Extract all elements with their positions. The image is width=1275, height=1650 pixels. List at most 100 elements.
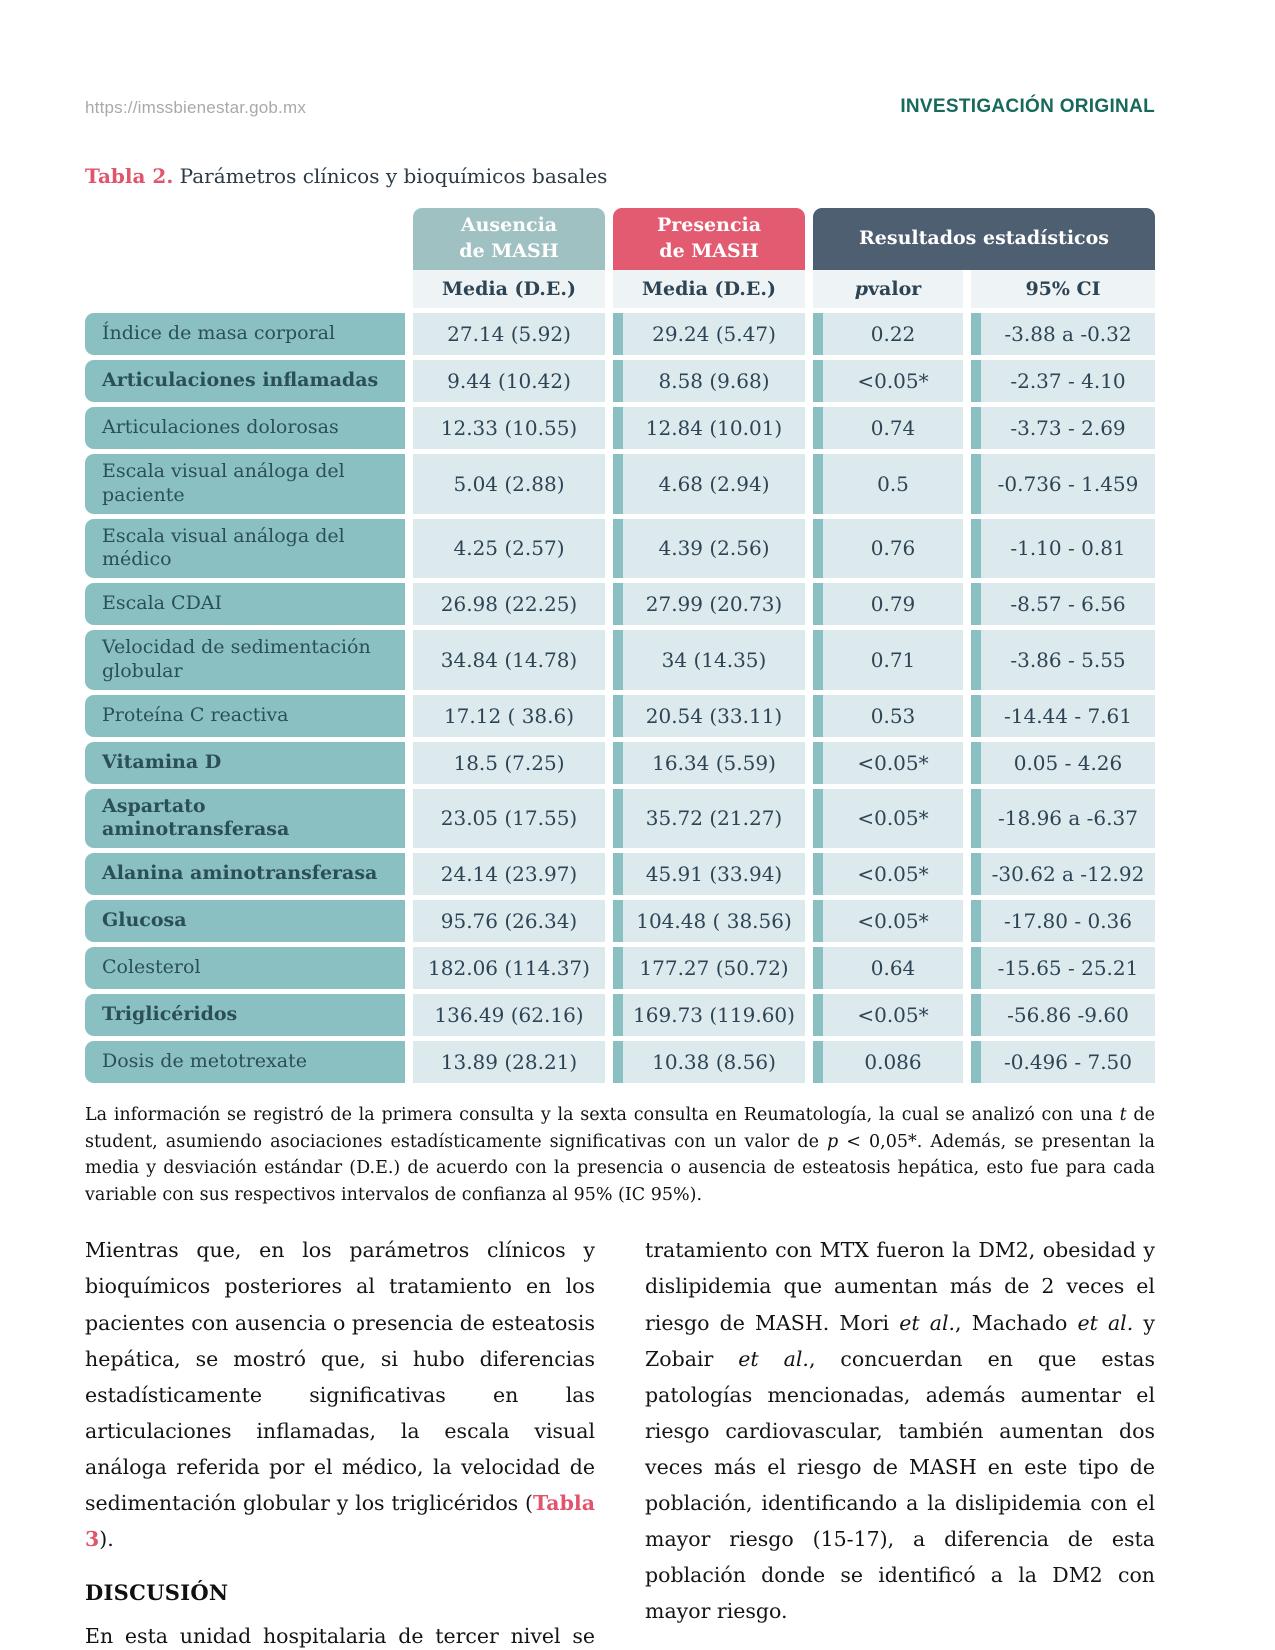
value-p: 0.22 bbox=[813, 313, 963, 355]
discussion-heading: DISCUSIÓN bbox=[85, 1580, 229, 1606]
value-ausencia: 24.14 (23.97) bbox=[413, 853, 605, 895]
value-presencia: 104.48 ( 38.56) bbox=[613, 900, 805, 942]
value-ci: -3.86 - 5.55 bbox=[971, 630, 1155, 690]
value-p: 0.5 bbox=[813, 454, 963, 514]
value-ausencia: 5.04 (2.88) bbox=[413, 454, 605, 514]
subheader-ci: 95% CI bbox=[971, 270, 1155, 308]
row-label: Articulaciones dolorosas bbox=[85, 407, 405, 449]
value-presencia: 16.34 (5.59) bbox=[613, 741, 805, 784]
left-paragraph-2: En esta unidad hospitalaria de tercer ni… bbox=[85, 1624, 595, 1649]
value-presencia: 8.58 (9.68) bbox=[613, 360, 805, 402]
value-ausencia: 182.06 (114.37) bbox=[413, 947, 605, 989]
subheader-media-ausencia: Media (D.E.) bbox=[413, 270, 605, 308]
value-ausencia: 18.5 (7.25) bbox=[413, 741, 605, 784]
row-label: Escala CDAI bbox=[85, 583, 405, 625]
source-url: https://imssbienestar.gob.mx bbox=[85, 98, 307, 117]
value-ci: 0.05 - 4.26 bbox=[971, 741, 1155, 784]
value-p: 0.53 bbox=[813, 694, 963, 737]
header-presencia-line1: Presencia bbox=[656, 214, 762, 237]
row-label: Dosis de metotrexate bbox=[85, 1041, 405, 1083]
value-presencia: 177.27 (50.72) bbox=[613, 947, 805, 989]
value-presencia: 27.99 (20.73) bbox=[613, 583, 805, 625]
row-label: Proteína C reactiva bbox=[85, 694, 405, 737]
value-ci: -56.86 -9.60 bbox=[971, 994, 1155, 1036]
body-columns: Mientras que, en los parámetros clínicos… bbox=[85, 1232, 1155, 1650]
value-ausencia: 9.44 (10.42) bbox=[413, 360, 605, 402]
value-ci: -8.57 - 6.56 bbox=[971, 583, 1155, 625]
right-paragraph-1: tratamiento con MTX fueron la DM2, obesi… bbox=[645, 1238, 1155, 1624]
subheader-media-presencia: Media (D.E.) bbox=[613, 270, 805, 308]
value-ausencia: 13.89 (28.21) bbox=[413, 1041, 605, 1083]
row-label: Vitamina D bbox=[85, 741, 405, 784]
row-label: Glucosa bbox=[85, 900, 405, 942]
value-ausencia: 23.05 (17.55) bbox=[413, 788, 605, 848]
value-ci: -0.496 - 7.50 bbox=[971, 1041, 1155, 1083]
value-presencia: 45.91 (33.94) bbox=[613, 853, 805, 895]
value-p: 0.71 bbox=[813, 630, 963, 690]
table-title: Tabla 2. Parámetros clínicos y bioquímic… bbox=[85, 164, 1155, 188]
value-ci: -15.65 - 25.21 bbox=[971, 947, 1155, 989]
value-p: 0.086 bbox=[813, 1041, 963, 1083]
value-presencia: 12.84 (10.01) bbox=[613, 407, 805, 449]
running-head: https://imssbienestar.gob.mx INVESTIGACI… bbox=[85, 96, 1155, 118]
value-ausencia: 12.33 (10.55) bbox=[413, 407, 605, 449]
row-label: Escala visual análoga del paciente bbox=[85, 454, 405, 514]
header-presencia-line2: de MASH bbox=[659, 240, 759, 262]
value-ci: -3.88 a -0.32 bbox=[971, 313, 1155, 355]
left-paragraph-1: Mientras que, en los parámetros clínicos… bbox=[85, 1238, 595, 1551]
value-p: <0.05* bbox=[813, 788, 963, 848]
row-label: Escala visual análoga del médico bbox=[85, 518, 405, 578]
left-column: Mientras que, en los parámetros clínicos… bbox=[85, 1232, 595, 1650]
table-title-text: Parámetros clínicos y bioquímicos basale… bbox=[179, 164, 608, 188]
header-ausencia: Ausencia de MASH bbox=[413, 208, 605, 270]
value-ci: -2.37 - 4.10 bbox=[971, 360, 1155, 402]
value-ci: -3.73 - 2.69 bbox=[971, 407, 1155, 449]
row-label: Articulaciones inflamadas bbox=[85, 360, 405, 402]
subheader-p-valor: p valor bbox=[813, 270, 963, 308]
table-caption: La información se registró de la primera… bbox=[85, 1105, 1155, 1205]
value-ausencia: 34.84 (14.78) bbox=[413, 630, 605, 690]
value-ausencia: 27.14 (5.92) bbox=[413, 313, 605, 355]
value-ci: -1.10 - 0.81 bbox=[971, 518, 1155, 578]
value-ci: -18.96 a -6.37 bbox=[971, 788, 1155, 848]
header-resultados: Resultados estadísticos bbox=[813, 208, 1155, 270]
value-presencia: 4.39 (2.56) bbox=[613, 518, 805, 578]
value-p: <0.05* bbox=[813, 741, 963, 784]
value-presencia: 4.68 (2.94) bbox=[613, 454, 805, 514]
row-label: Alanina aminotransferasa bbox=[85, 853, 405, 895]
value-ci: -0.736 - 1.459 bbox=[971, 454, 1155, 514]
value-ci: -14.44 - 7.61 bbox=[971, 694, 1155, 737]
header-ausencia-line1: Ausencia bbox=[460, 214, 558, 237]
table-header: Ausencia de MASH Presencia de MASH Resul… bbox=[85, 208, 1155, 308]
value-presencia: 169.73 (119.60) bbox=[613, 994, 805, 1036]
value-presencia: 29.24 (5.47) bbox=[613, 313, 805, 355]
value-presencia: 35.72 (21.27) bbox=[613, 788, 805, 848]
header-spacer bbox=[85, 208, 405, 270]
header-resultados-text: Resultados estadísticos bbox=[859, 227, 1109, 250]
value-ausencia: 136.49 (62.16) bbox=[413, 994, 605, 1036]
value-ausencia: 4.25 (2.57) bbox=[413, 518, 605, 578]
row-label: Velocidad de sedimentación globular bbox=[85, 630, 405, 690]
value-p: <0.05* bbox=[813, 360, 963, 402]
value-p: 0.79 bbox=[813, 583, 963, 625]
value-p: 0.64 bbox=[813, 947, 963, 989]
header-ausencia-line2: de MASH bbox=[459, 240, 559, 262]
value-ausencia: 17.12 ( 38.6) bbox=[413, 694, 605, 737]
header-presencia: Presencia de MASH bbox=[613, 208, 805, 270]
value-p: <0.05* bbox=[813, 900, 963, 942]
value-p: 0.76 bbox=[813, 518, 963, 578]
row-label: Triglicéridos bbox=[85, 994, 405, 1036]
value-presencia: 34 (14.35) bbox=[613, 630, 805, 690]
value-ausencia: 95.76 (26.34) bbox=[413, 900, 605, 942]
row-label: Aspartato aminotransferasa bbox=[85, 788, 405, 848]
value-p: <0.05* bbox=[813, 853, 963, 895]
value-p: <0.05* bbox=[813, 994, 963, 1036]
value-presencia: 10.38 (8.56) bbox=[613, 1041, 805, 1083]
table-number: Tabla 2. bbox=[85, 164, 174, 188]
row-label: Colesterol bbox=[85, 947, 405, 989]
value-ausencia: 26.98 (22.25) bbox=[413, 583, 605, 625]
value-presencia: 20.54 (33.11) bbox=[613, 694, 805, 737]
right-paragraph-2: Los pacientes con MASH suelen ser asinto… bbox=[645, 1645, 1155, 1650]
row-label: Índice de masa corporal bbox=[85, 313, 405, 355]
